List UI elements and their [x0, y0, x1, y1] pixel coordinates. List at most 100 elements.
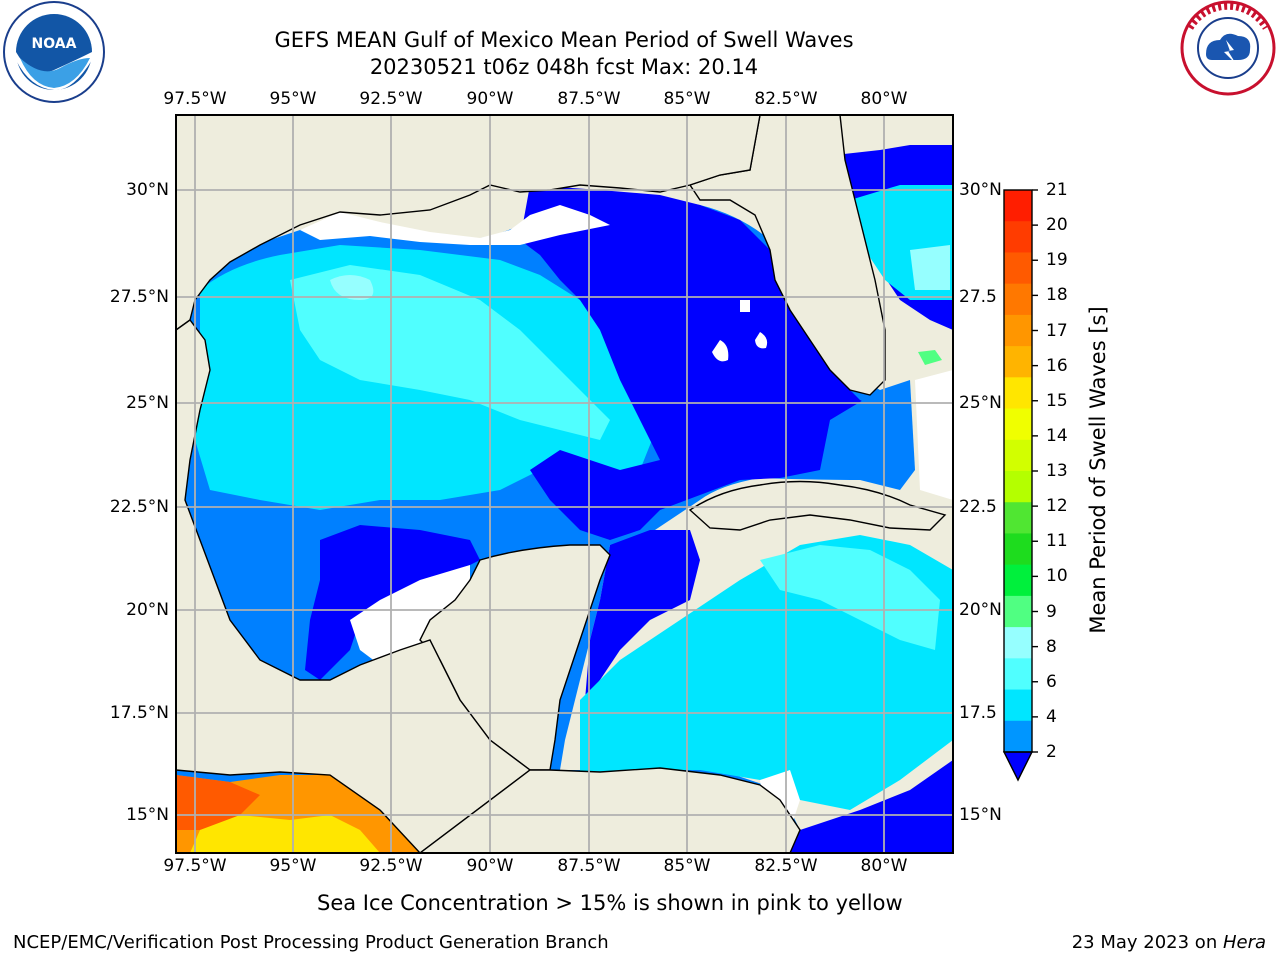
latitude-label: 15°N: [126, 805, 169, 825]
longitude-label: 87.5°W: [557, 856, 621, 876]
nws-logo: [1180, 0, 1276, 96]
footer-credit: NCEP/EMC/Verification Post Processing Pr…: [13, 932, 609, 953]
footer-machine: Hera: [1222, 932, 1266, 953]
deep-blue-bay: [305, 525, 480, 680]
nodata-patch-campeche: [350, 565, 470, 665]
latitude-label: 25°N: [959, 393, 1002, 413]
nodata-patch-bahamas: [915, 370, 953, 500]
colorbar-tick-label: 14: [1046, 425, 1068, 446]
colorbar-segment: [1004, 283, 1032, 316]
colorbar: [1002, 189, 1038, 782]
caribbean-blue-south: [790, 760, 953, 853]
noaa-logo: NOAA: [3, 1, 105, 103]
colorbar-segment: [1004, 408, 1032, 441]
colorbar-tick-label: 6: [1046, 671, 1057, 692]
bahamas-green-spot: [918, 350, 942, 365]
colorbar-tick-label: 19: [1046, 250, 1068, 271]
central-america-land: [418, 767, 801, 853]
colorbar-segment: [1004, 627, 1032, 659]
longitude-label: 92.5°W: [359, 856, 423, 876]
colorbar-tick-label: 2: [1046, 742, 1057, 762]
colorbar-segment: [1004, 471, 1032, 503]
chart-title: GEFS MEAN Gulf of Mexico Mean Period of …: [274, 28, 854, 52]
longitude-label: 92.5°W: [359, 89, 423, 109]
colorbar-segment: [1004, 595, 1032, 628]
colorbar-tick-label: 4: [1046, 706, 1057, 727]
colorbar-segment: [1004, 502, 1032, 534]
pacific-yellow-area: [190, 815, 380, 853]
longitude-label: 90°W: [466, 856, 514, 876]
colorbar-segment: [1004, 190, 1032, 222]
nodata-patch-keys: [712, 300, 768, 362]
colorbar-tick-label: 17: [1046, 320, 1068, 341]
colorbar-tick-label: 8: [1046, 636, 1057, 657]
latitude-label: 17.5: [959, 703, 997, 723]
deep-blue-east: [520, 185, 880, 540]
footer-date: 23 May 2023 on Hera: [1072, 932, 1266, 953]
colorbar-tick-label: 13: [1046, 461, 1068, 481]
colorbar-tick-label: 21: [1046, 180, 1068, 200]
colorbar-tick-label: 20: [1046, 215, 1068, 236]
latitude-label: 20°N: [126, 600, 169, 620]
colorbar-tick-label: 12: [1046, 496, 1068, 517]
caribbean-light-cyan: [760, 545, 940, 650]
latitude-label: 30°N: [959, 180, 1002, 200]
latitude-label: 22.5°N: [109, 497, 169, 517]
colorbar-tick-label: 10: [1046, 566, 1068, 587]
colorbar-segment: [1004, 720, 1032, 753]
sea-ice-note: Sea Ice Concentration > 15% is shown in …: [317, 891, 903, 915]
atlantic-light-cyan: [910, 245, 950, 290]
longitude-label: 85°W: [663, 856, 711, 876]
latitude-label: 30°N: [126, 180, 169, 200]
colorbar-segment: [1004, 533, 1032, 566]
longitude-label: 80°W: [860, 89, 908, 109]
longitude-label: 87.5°W: [557, 89, 621, 109]
cuba-land: [688, 480, 947, 531]
longitude-label: 95°W: [269, 856, 317, 876]
latitude-label: 27.5: [959, 287, 997, 307]
latitude-label: 27.5°N: [109, 287, 169, 307]
latitude-label: 17.5°N: [109, 703, 169, 723]
longitude-label: 97.5°W: [163, 856, 227, 876]
latitude-label: 15°N: [959, 805, 1002, 825]
latitude-label: 22.5: [959, 497, 997, 517]
colorbar-tick-label: 15: [1046, 390, 1068, 411]
colorbar-tick-label: 11: [1046, 531, 1068, 552]
colorbar-title: Mean Period of Swell Waves [s]: [1086, 306, 1110, 634]
longitude-label: 85°W: [663, 89, 711, 109]
latitude-label: 20°N: [959, 600, 1002, 620]
longitude-label: 82.5°W: [754, 89, 818, 109]
svg-text:NOAA: NOAA: [32, 36, 77, 52]
longitude-label: 80°W: [860, 856, 908, 876]
latitude-label: 25°N: [126, 393, 169, 413]
colorbar-segment: [1004, 377, 1032, 410]
colorbar-segment: [1004, 689, 1032, 722]
colorbar-extend-triangle: [1002, 751, 1034, 782]
pacific-red-area: [176, 775, 260, 830]
longitude-label: 90°W: [466, 89, 514, 109]
longitude-label: 97.5°W: [163, 89, 227, 109]
florida-straits-blue: [820, 380, 915, 490]
colorbar-segment: [1004, 564, 1032, 597]
colorbar-segment: [1004, 346, 1032, 378]
longitude-label: 82.5°W: [754, 856, 818, 876]
colorbar-segment: [1004, 221, 1032, 253]
mexico-west-land: [176, 319, 532, 853]
colorbar-tick-label: 16: [1046, 355, 1068, 376]
graticule: [176, 115, 953, 853]
chart-subtitle: 20230521 t06z 048h fcst Max: 20.14: [369, 55, 759, 79]
nodata-patch-gulf-coast: [300, 205, 610, 245]
map-frame: [175, 114, 954, 854]
colorbar-tick-label: 18: [1046, 285, 1068, 306]
deep-blue-channel: [585, 530, 700, 700]
colorbar-segment: [1004, 658, 1032, 691]
colorbar-segment: [1004, 439, 1032, 472]
north-gulf-coast-land: [176, 115, 761, 331]
lightest-cyan-spot: [330, 275, 374, 300]
longitude-label: 95°W: [269, 89, 317, 109]
colorbar-segment: [1004, 314, 1032, 347]
colorbar-tick-label: 9: [1046, 601, 1057, 622]
colorbar-segment: [1004, 252, 1032, 285]
light-cyan-area: [290, 265, 610, 440]
